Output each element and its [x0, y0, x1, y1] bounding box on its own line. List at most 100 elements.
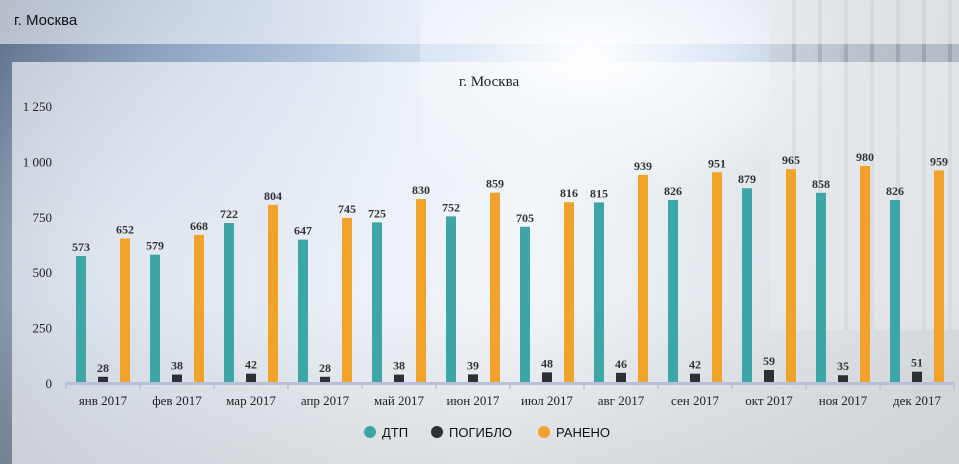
bar — [890, 199, 900, 383]
data-label: 815 — [590, 186, 608, 200]
bar — [668, 199, 678, 383]
data-label: 647 — [294, 224, 312, 238]
data-label: 668 — [190, 219, 208, 233]
bar — [786, 169, 796, 383]
bar — [150, 254, 160, 383]
chart-title: г. Москва — [459, 74, 520, 90]
data-label: 980 — [856, 150, 874, 164]
data-label: 858 — [812, 177, 830, 191]
bar — [224, 223, 234, 383]
data-label: 42 — [245, 358, 257, 372]
x-tick-label: июл 2017 — [521, 393, 574, 408]
bar — [860, 165, 870, 383]
data-label: 951 — [708, 156, 726, 170]
legend-marker — [364, 426, 376, 438]
x-tick-label: май 2017 — [374, 393, 425, 408]
chart-panel — [12, 62, 959, 464]
x-tick-label: окт 2017 — [745, 393, 793, 408]
data-label: 42 — [689, 358, 701, 372]
data-label: 579 — [146, 239, 164, 253]
y-axis: 0 250 500 750 1 000 1 250 — [23, 99, 52, 391]
bar — [520, 226, 530, 383]
bar — [298, 239, 308, 383]
data-label: 826 — [886, 184, 904, 198]
bar — [98, 376, 108, 383]
chart-legend: ДТП ПОГИБЛО РАНЕНО — [364, 425, 610, 440]
data-label: 38 — [171, 359, 183, 373]
x-tick-label: фев 2017 — [152, 393, 202, 408]
legend-label: ДТП — [382, 425, 408, 440]
x-tick-label: дек 2017 — [893, 393, 941, 408]
x-tick-label: сен 2017 — [671, 393, 719, 408]
bar — [468, 374, 478, 383]
bar — [194, 234, 204, 383]
data-label: 939 — [634, 159, 652, 173]
bar — [246, 373, 256, 383]
x-tick-label: мар 2017 — [226, 393, 276, 408]
bar — [638, 174, 648, 383]
x-axis: янв 2017 фев 2017 мар 2017 апр 2017 май 2017… — [65, 382, 955, 408]
bar — [912, 371, 922, 383]
data-label: 826 — [664, 184, 682, 198]
data-label: 46 — [615, 357, 627, 371]
legend-label: ПОГИБЛО — [449, 425, 512, 440]
bar — [172, 374, 182, 383]
data-label: 965 — [782, 153, 800, 167]
data-label: 28 — [97, 361, 109, 375]
page-title: г. Москва — [14, 12, 78, 29]
y-tick-label: 500 — [33, 265, 53, 280]
data-label: 830 — [412, 183, 430, 197]
y-tick-label: 0 — [46, 376, 53, 391]
data-label: 28 — [319, 361, 331, 375]
x-tick-label: ноя 2017 — [819, 393, 868, 408]
y-tick-label: 1 250 — [23, 99, 52, 114]
data-label: 35 — [837, 359, 849, 373]
data-label: 51 — [911, 356, 923, 370]
data-label: 652 — [116, 223, 134, 237]
y-tick-label: 1 000 — [23, 154, 52, 169]
header-bar: г. Москва — [0, 0, 959, 44]
bar — [542, 372, 552, 383]
data-label: 752 — [442, 200, 460, 214]
legend-marker — [538, 426, 550, 438]
bar — [838, 375, 848, 383]
data-label: 959 — [930, 154, 948, 168]
data-label: 48 — [541, 356, 553, 370]
bar — [594, 202, 604, 383]
bar — [76, 256, 86, 383]
data-label: 725 — [368, 206, 386, 220]
x-tick-label: янв 2017 — [79, 393, 128, 408]
legend-label: РАНЕНО — [556, 425, 610, 440]
legend-marker — [431, 426, 443, 438]
x-tick-label: авг 2017 — [598, 393, 645, 408]
data-label: 722 — [220, 207, 238, 221]
data-label: 816 — [560, 186, 578, 200]
data-label: 39 — [467, 358, 479, 372]
bar — [616, 372, 626, 383]
data-label: 573 — [72, 240, 90, 254]
y-tick-label: 250 — [33, 321, 53, 336]
y-tick-label: 750 — [33, 210, 53, 225]
data-label: 38 — [393, 359, 405, 373]
bar — [742, 188, 752, 383]
bar — [320, 376, 330, 383]
bar — [816, 192, 826, 383]
bar — [120, 238, 130, 383]
bar — [764, 369, 774, 383]
data-label: 879 — [738, 172, 756, 186]
bar — [268, 204, 278, 383]
x-tick-label: апр 2017 — [301, 393, 350, 408]
bar — [394, 374, 404, 383]
bar — [372, 222, 382, 383]
bar — [490, 192, 500, 383]
chart-bars: 573 28 652 579 38 668 722 42 804 647 28 745 725 38 830… — [72, 150, 948, 383]
x-tick-label: июн 2017 — [447, 393, 500, 408]
data-label: 804 — [264, 189, 282, 203]
bar — [446, 216, 456, 383]
bar — [934, 170, 944, 383]
data-label: 859 — [486, 177, 504, 191]
bar — [342, 217, 352, 383]
data-label: 745 — [338, 202, 356, 216]
bar — [690, 373, 700, 383]
